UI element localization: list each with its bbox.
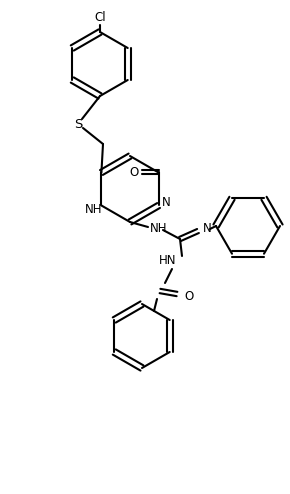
Text: O: O — [184, 289, 193, 302]
Text: Cl: Cl — [94, 11, 106, 24]
Text: HN: HN — [159, 254, 177, 267]
Text: O: O — [129, 166, 138, 179]
Text: N: N — [203, 222, 212, 236]
Text: N: N — [162, 196, 171, 209]
Text: NH: NH — [150, 222, 168, 236]
Text: S: S — [74, 118, 82, 130]
Text: NH: NH — [85, 203, 102, 216]
